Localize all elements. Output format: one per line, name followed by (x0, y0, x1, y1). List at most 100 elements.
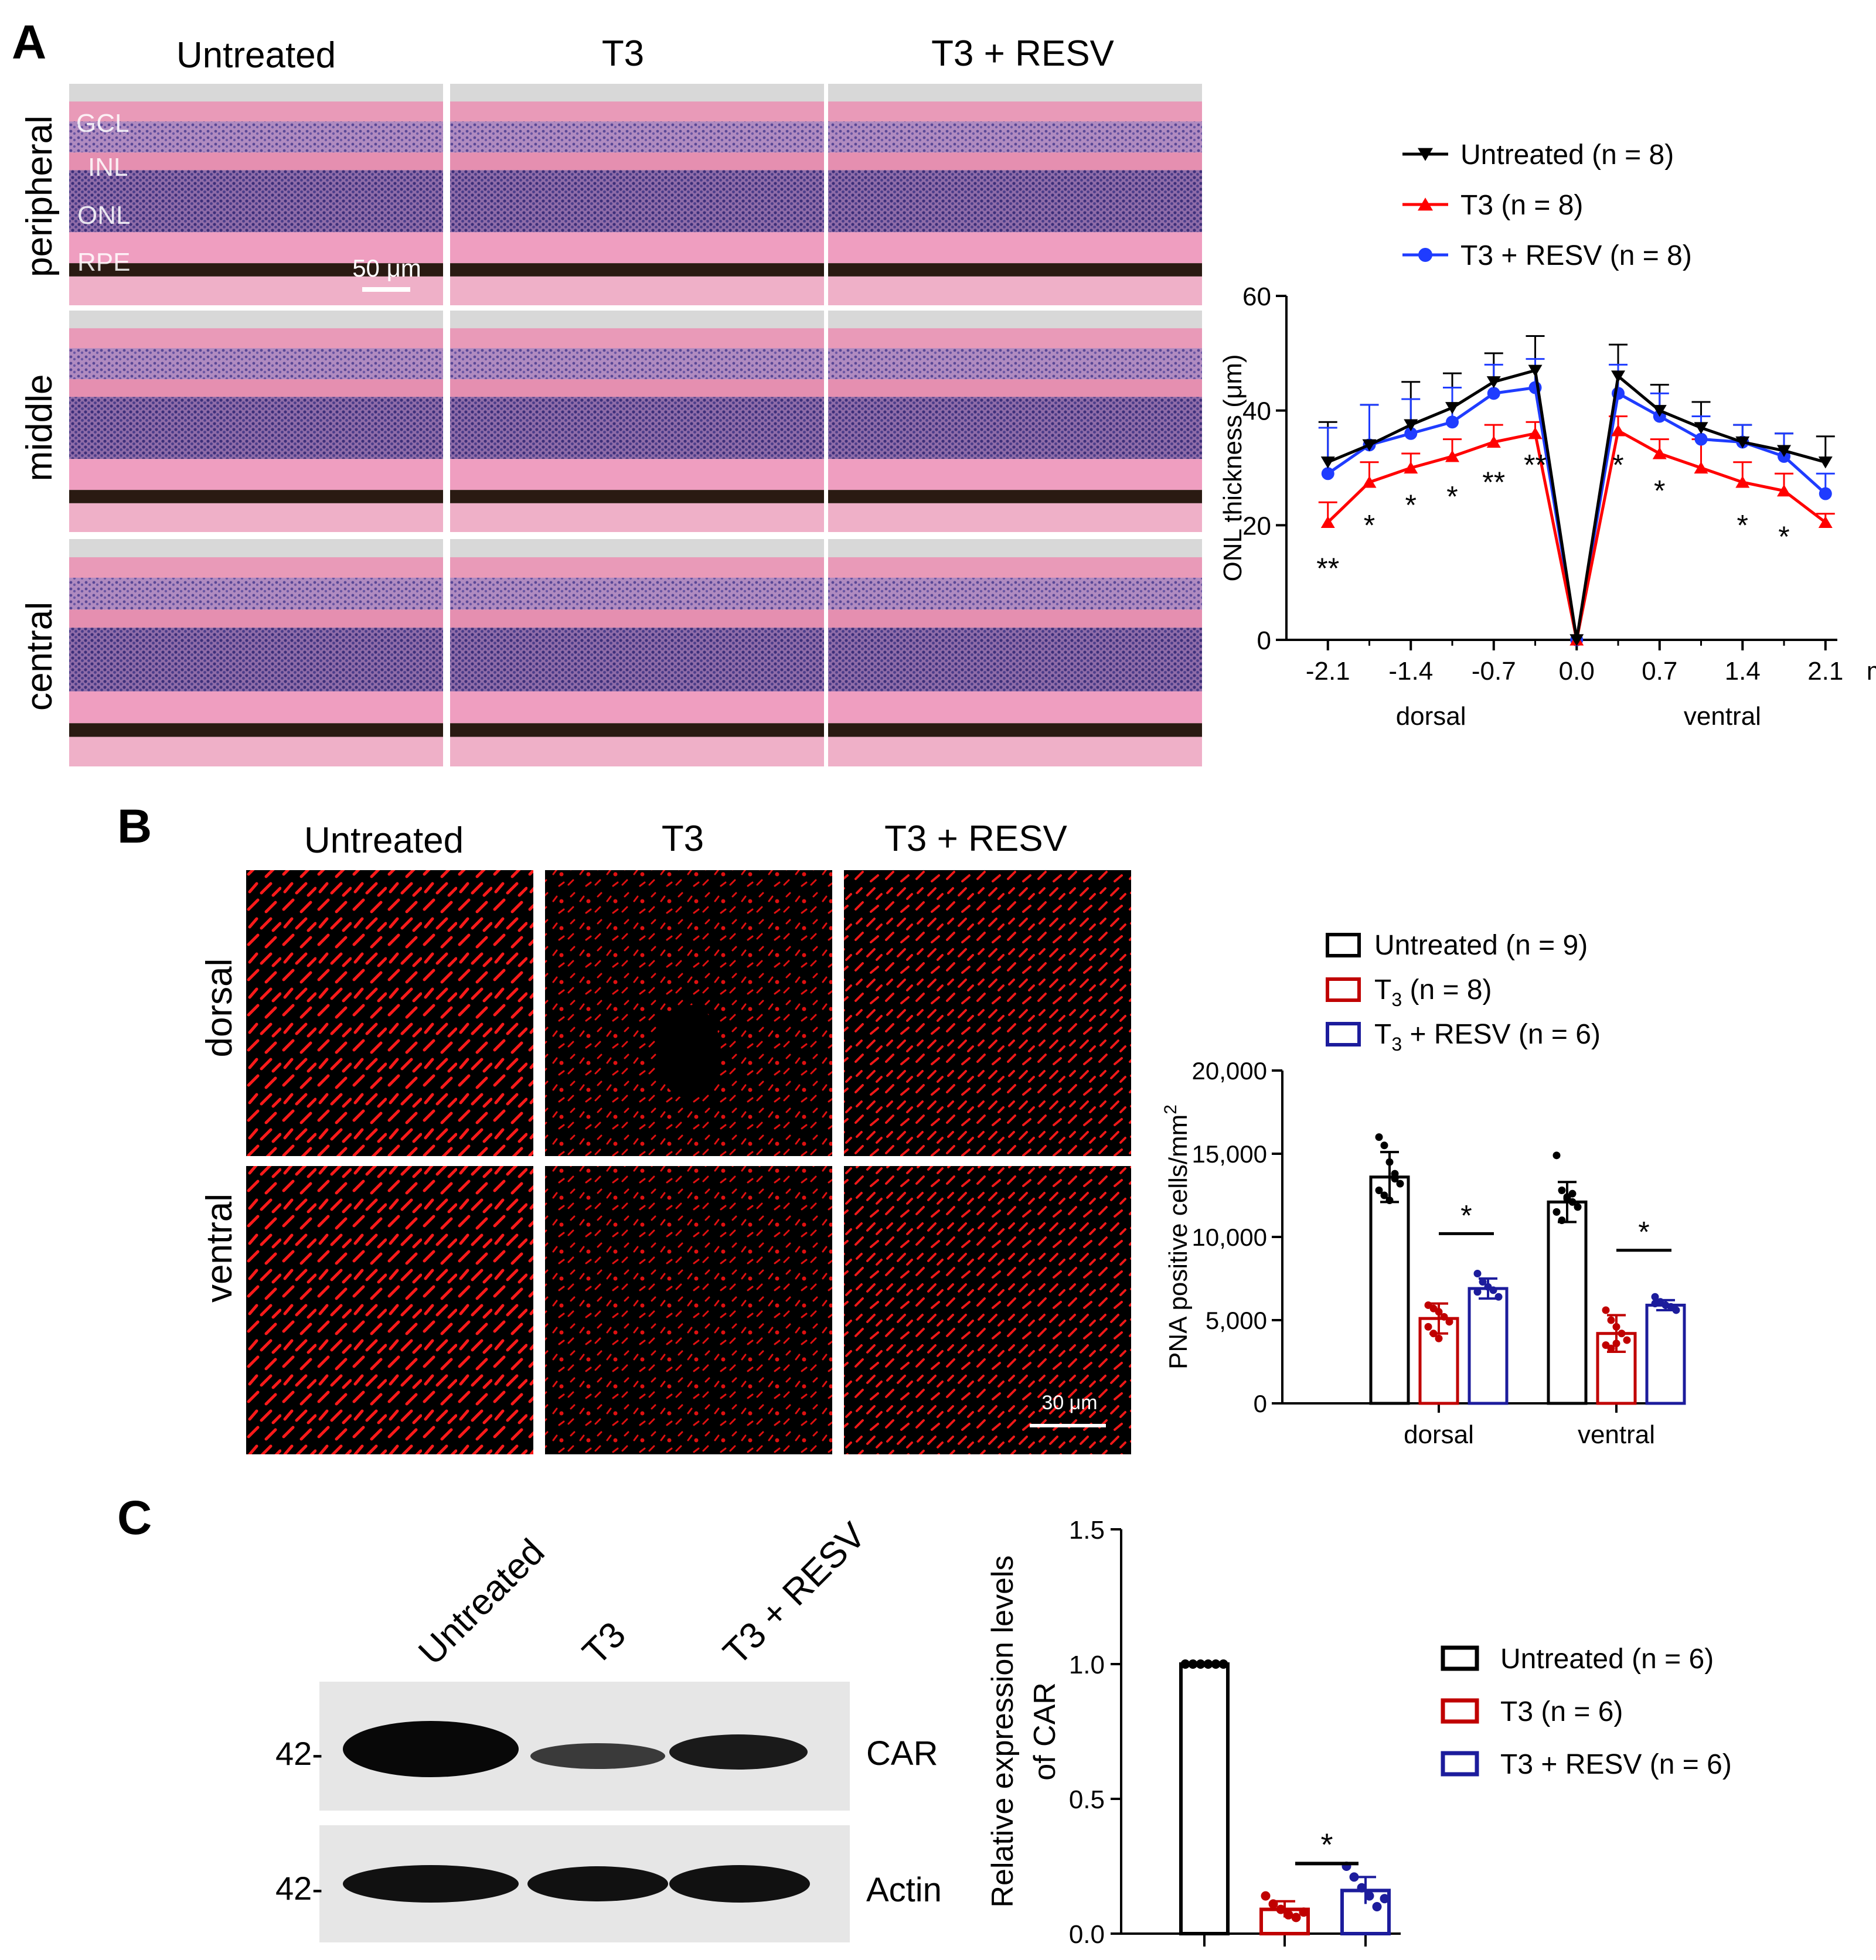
x-tick-label: -0.7 (1472, 657, 1516, 686)
chart-pna-cells: 0 5,000 10,000 15,000 20,000 PNA positive cel… (1161, 930, 1686, 1449)
legend-label: T3 + RESV (n = 8) (1460, 240, 1692, 271)
chart-onl-thickness: 0 20 40 60 -2.1 -1.4 -0.7 0.0 0.7 1.4 2.1 mm dorsal v… (1218, 139, 1876, 731)
data-point (1486, 435, 1501, 448)
legend-label: Untreated (n = 6) (1500, 1644, 1714, 1675)
layer-onl (450, 397, 824, 459)
data-point (1672, 1306, 1680, 1314)
data-point (1375, 1186, 1383, 1194)
histology-image-untreated-middle (69, 311, 443, 532)
significance-star: * (1405, 489, 1417, 521)
significance-star: * (1737, 509, 1748, 541)
data-point (1735, 476, 1750, 488)
data-point (1607, 1316, 1615, 1324)
scale-bar-label-b: 30 μm (1041, 1392, 1097, 1414)
data-point (1611, 424, 1626, 437)
significance-star: ** (1316, 552, 1339, 585)
y-tick-label: 60 (1242, 282, 1271, 311)
fluor-image-t3-resv-dorsal (844, 870, 1131, 1156)
legend-label-sub: 3 (1391, 989, 1402, 1010)
data-point (1429, 1330, 1438, 1338)
histology-image-untreated-peripheral (69, 84, 443, 305)
layer-label-rpe: RPE (77, 248, 130, 277)
band-label-car: CAR (866, 1734, 938, 1772)
panel-letter-b: B (117, 800, 152, 853)
legend-marker (1418, 197, 1433, 211)
data-point (1607, 1344, 1615, 1352)
significance-star: * (1654, 475, 1665, 507)
mw-marker-actin: 42- (275, 1870, 323, 1907)
layer-opl (69, 609, 443, 628)
data-point (1435, 1334, 1443, 1342)
legend-label: T3 (n = 8) (1374, 974, 1492, 1010)
layer-gcl (450, 101, 824, 124)
panel-c: C Untreated T3 T3 + RESV 42- 42- CAR Act… (117, 1491, 1732, 1949)
row-label-dorsal: dorsal (199, 959, 240, 1058)
legend-label-main: T (1374, 1019, 1391, 1050)
legend-label-main: Untreated (1374, 930, 1498, 961)
layer-rpe (69, 723, 443, 737)
layer-label-inl: INL (88, 153, 128, 182)
layer-inl (828, 577, 1202, 610)
layer-segments (828, 232, 1202, 264)
data-point (1203, 1659, 1213, 1669)
y-tick-label: 20 (1242, 512, 1271, 540)
layer-label-onl: ONL (77, 201, 130, 230)
layer-opl (450, 609, 824, 628)
data-point (1623, 1336, 1631, 1344)
significance-star: ** (1482, 466, 1505, 499)
y-tick-label: 20,000 (1192, 1057, 1267, 1085)
layer-choroid (450, 276, 824, 305)
layer-segments (69, 691, 443, 724)
fluor-image-t3-resv-ventral (844, 1166, 1131, 1454)
data-point (1694, 461, 1708, 474)
legend-swatch (1326, 1022, 1361, 1047)
data-point (1473, 1269, 1482, 1277)
layer-label-gcl: GCL (76, 109, 129, 138)
y-axis-title-main: PNA positive cells/mm (1164, 1114, 1193, 1369)
legend-swatch (1441, 1645, 1479, 1671)
col-header-untreated-a: Untreated (176, 35, 336, 76)
histology-image-t3-resv-middle (828, 311, 1202, 532)
data-point (1777, 445, 1792, 457)
data-point (1362, 439, 1377, 452)
bar (1418, 1317, 1459, 1405)
layer-onl (828, 628, 1202, 691)
data-point (1188, 1659, 1198, 1669)
layer-onl (450, 170, 824, 233)
layer-segments (450, 232, 824, 264)
layer-choroid (69, 737, 443, 766)
layer-onl (828, 170, 1202, 233)
region-label-ventral: ventral (1684, 702, 1761, 731)
data-point (1385, 1158, 1394, 1166)
layer-labels: GCL INL ONL RPE (76, 109, 130, 277)
region-label-dorsal: dorsal (1396, 702, 1466, 731)
data-point (1299, 1907, 1309, 1917)
layer-gcl (828, 328, 1202, 351)
panel-letter-a: A (12, 16, 46, 69)
layer-rpe (450, 490, 824, 503)
significance-star: * (1638, 1216, 1649, 1249)
x-tick-label: dorsal (1404, 1420, 1474, 1449)
data-point (1440, 1313, 1448, 1321)
bar (1547, 1200, 1588, 1405)
y-tick-label: 0.5 (1069, 1785, 1105, 1814)
lane-label-untreated: Untreated (411, 1532, 552, 1673)
scale-bar-a (362, 287, 410, 292)
data-point (1180, 1659, 1190, 1669)
legend-label-rest: + RESV (n = 6) (1402, 1019, 1601, 1050)
data-point (1362, 476, 1377, 488)
layer-opl (69, 379, 443, 397)
data-point (1558, 1216, 1566, 1225)
data-point (1445, 450, 1460, 462)
data-point (1818, 456, 1833, 469)
layer-choroid (828, 503, 1202, 532)
y-axis-title-line-2: of CAR (1028, 1682, 1062, 1781)
layer-inl (450, 577, 824, 610)
legend-label: T3 (n = 6) (1500, 1696, 1623, 1727)
data-point (1652, 405, 1667, 417)
layer-inl (828, 348, 1202, 380)
data-point (1494, 1293, 1503, 1301)
data-point (1218, 1659, 1228, 1669)
data-point (1558, 1186, 1566, 1194)
histology-image-t3-middle (450, 311, 824, 532)
